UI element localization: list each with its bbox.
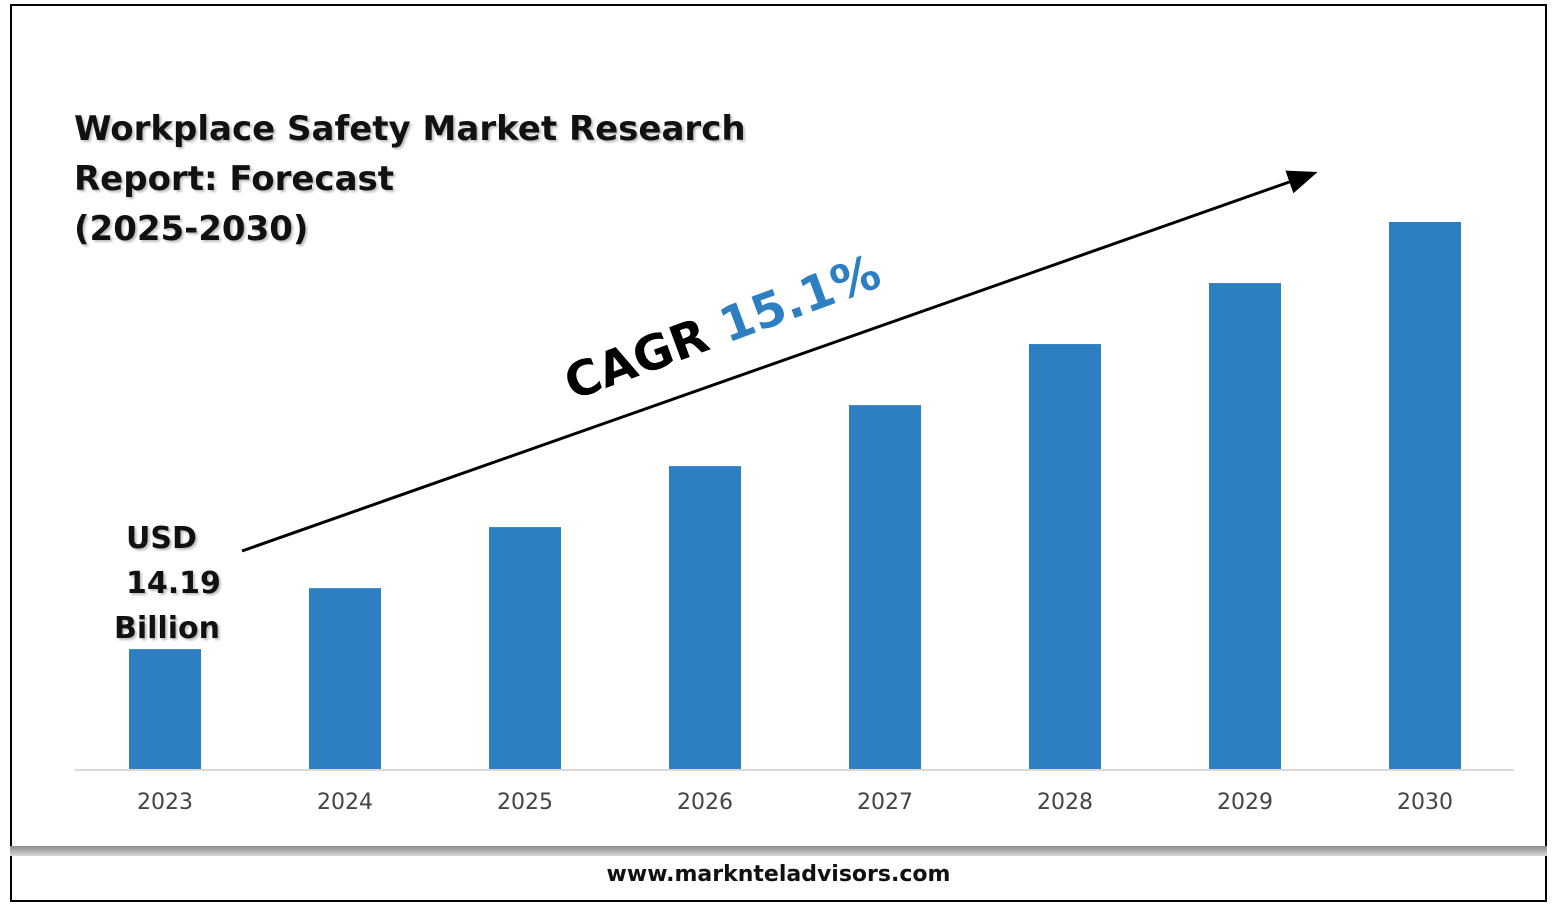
footer-website[interactable]: www.marknteladvisors.com bbox=[606, 862, 951, 887]
start-value-unit: Billion bbox=[114, 611, 220, 646]
start-value-number: 14.19 bbox=[126, 566, 221, 601]
x-tick-2027: 2027 bbox=[857, 790, 913, 815]
bar-2027 bbox=[849, 405, 921, 769]
bar-2023 bbox=[129, 649, 201, 769]
x-tick-2023: 2023 bbox=[137, 790, 193, 815]
x-tick-2025: 2025 bbox=[497, 790, 553, 815]
start-value-currency: USD bbox=[126, 521, 197, 556]
title-line-3: (2025-2030) bbox=[74, 209, 309, 249]
chart-frame bbox=[10, 4, 1547, 902]
title-line-1: Workplace Safety Market Research bbox=[74, 109, 746, 149]
x-tick-2028: 2028 bbox=[1037, 790, 1093, 815]
cagr-trend-arrow bbox=[241, 170, 1318, 553]
x-tick-2026: 2026 bbox=[677, 790, 733, 815]
bars-group bbox=[129, 222, 1461, 769]
bar-2030 bbox=[1389, 222, 1461, 769]
start-value-label: USD 14.19 Billion bbox=[100, 516, 250, 651]
footer-bar bbox=[10, 846, 1547, 856]
bar-2025 bbox=[489, 527, 561, 769]
x-tick-2030: 2030 bbox=[1397, 790, 1453, 815]
title-line-2: Report: Forecast bbox=[74, 159, 395, 199]
bar-2024 bbox=[309, 588, 381, 769]
chart-title: Workplace Safety Market Research Report:… bbox=[74, 104, 794, 254]
bar-2029 bbox=[1209, 283, 1281, 769]
x-tick-2024: 2024 bbox=[317, 790, 373, 815]
x-tick-2029: 2029 bbox=[1217, 790, 1273, 815]
x-tick-labels: 2023 2024 2025 2026 2027 2028 2029 2030 bbox=[137, 790, 1453, 815]
bar-2028 bbox=[1029, 344, 1101, 769]
bar-2026 bbox=[669, 466, 741, 769]
